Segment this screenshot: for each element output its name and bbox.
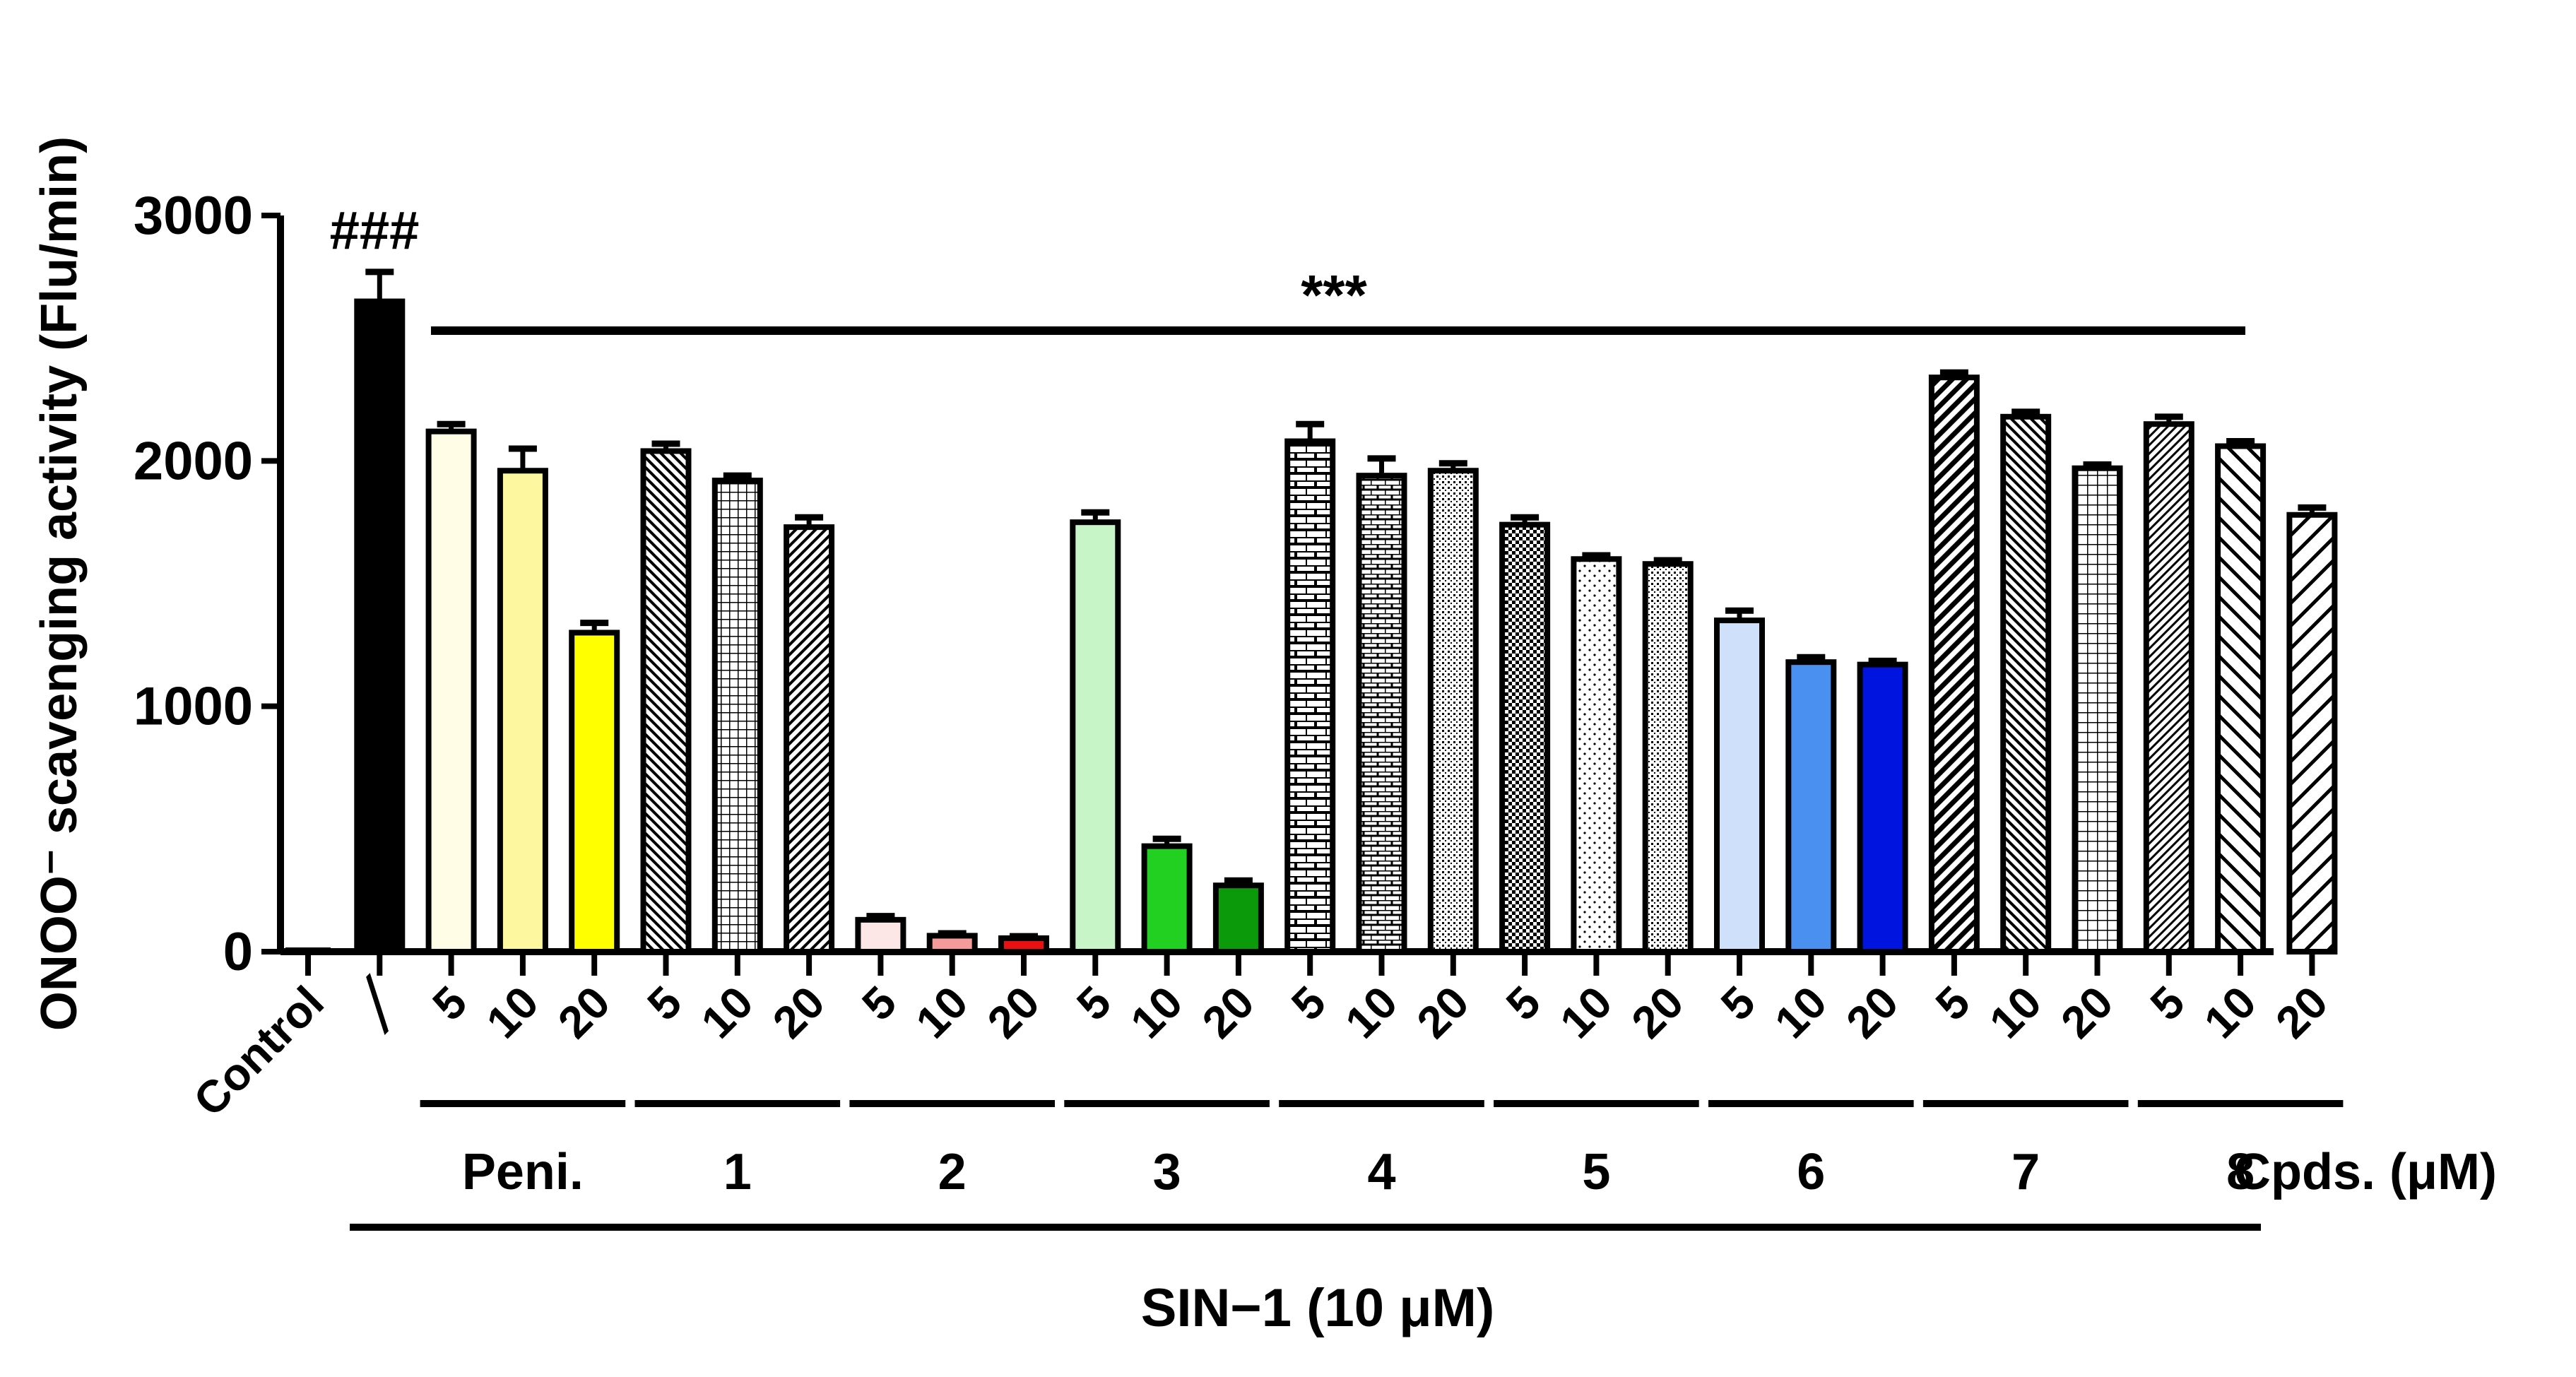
y-axis-title: ONOO⁻ scavenging activity (Flu/min) xyxy=(31,136,88,1031)
group-label: 4 xyxy=(1367,1144,1395,1200)
x-tick-label: 10 xyxy=(1121,976,1192,1048)
bar xyxy=(2000,413,2052,955)
group-label: 7 xyxy=(2011,1144,2040,1200)
y-tick-label: 3000 xyxy=(134,186,253,246)
bar xyxy=(1499,521,1551,955)
x-tick-label: 20 xyxy=(763,976,834,1048)
group-label: 6 xyxy=(1797,1144,1825,1200)
x-tick-label: 10 xyxy=(1765,976,1836,1048)
bar xyxy=(1212,882,1264,955)
bar xyxy=(1642,561,1694,955)
group-label: 8 xyxy=(2226,1144,2255,1200)
bar xyxy=(1857,661,1908,955)
bar xyxy=(1571,556,1622,955)
y-tick-label: 0 xyxy=(223,922,253,982)
bar xyxy=(2143,421,2194,955)
x-tick-label: 5 xyxy=(1711,976,1765,1030)
bar xyxy=(1070,519,1121,955)
x-tick-label: 20 xyxy=(1193,976,1264,1048)
x-tick-label: 5 xyxy=(1496,976,1550,1030)
bar xyxy=(640,448,692,955)
x-axis-title: SIN−1 (10 μM) xyxy=(1141,1278,1495,1338)
compound-axis-label: Cpds. (μM) xyxy=(2234,1144,2497,1200)
x-tick-label: 5 xyxy=(637,976,691,1030)
group-label: 3 xyxy=(1153,1144,1181,1200)
x-tick-label: 10 xyxy=(691,976,762,1048)
bar xyxy=(855,916,906,955)
x-ticks: Control ╱ 5 10 20 5 10 20 5 10 20 5 10 20 5 10 20 5 10 20 5 1… xyxy=(184,952,2337,1126)
bar xyxy=(784,524,835,955)
bar xyxy=(1785,659,1837,955)
x-tick-label: 5 xyxy=(1067,976,1121,1030)
compound-groups: Peni. 1 2 3 4 5 6 7 8 xyxy=(420,1100,2344,1200)
x-tick-label: 20 xyxy=(1407,976,1478,1048)
x-tick-label: 20 xyxy=(1621,976,1693,1048)
bar xyxy=(1141,843,1193,955)
bar xyxy=(926,933,978,955)
x-tick-label: Control xyxy=(184,976,333,1126)
group-label: 2 xyxy=(938,1144,967,1200)
bar xyxy=(2286,512,2338,955)
bar xyxy=(569,630,620,955)
x-tick-label: 10 xyxy=(906,976,977,1048)
bar xyxy=(1928,374,1980,955)
bar xyxy=(354,298,406,955)
bar xyxy=(425,428,477,955)
x-tick-label: 20 xyxy=(2051,976,2122,1048)
x-tick-label: 5 xyxy=(2141,976,2194,1030)
x-tick-label: 20 xyxy=(548,976,620,1048)
x-tick-label: 10 xyxy=(477,976,548,1048)
x-tick-label: 5 xyxy=(1926,976,1980,1030)
bar xyxy=(1427,468,1479,955)
x-tick-label: 10 xyxy=(1335,976,1407,1048)
y-tick-label: 1000 xyxy=(134,677,253,737)
significance-hash: ### xyxy=(330,201,420,261)
bar xyxy=(711,478,763,955)
group-label: 1 xyxy=(723,1144,752,1200)
x-tick-label: 20 xyxy=(1836,976,1908,1048)
x-tick-label: 10 xyxy=(1550,976,1621,1048)
bar xyxy=(1284,438,1336,955)
bar xyxy=(2072,465,2123,955)
bar xyxy=(497,468,548,955)
x-tick-label: 10 xyxy=(2194,976,2266,1048)
x-tick-label: 10 xyxy=(1980,976,2051,1048)
bar xyxy=(2215,443,2267,955)
x-tick-label: 20 xyxy=(2266,976,2337,1048)
x-tick-label: 5 xyxy=(423,976,476,1030)
x-tick-label: 5 xyxy=(852,976,906,1030)
group-label: Peni. xyxy=(462,1144,584,1200)
x-tick-label: 5 xyxy=(1282,976,1335,1030)
bar xyxy=(1356,473,1407,955)
x-tick-label: 20 xyxy=(978,976,1049,1048)
x-tick-label: ╱ xyxy=(345,973,408,1036)
y-tick-label: 2000 xyxy=(134,431,253,491)
significance-stars: *** xyxy=(1301,264,1367,326)
y-ticks: 0 1000 2000 3000 xyxy=(134,186,280,982)
bar xyxy=(1714,617,1765,955)
group-label: 5 xyxy=(1582,1144,1610,1200)
bar xyxy=(998,935,1049,955)
bars xyxy=(285,268,2338,955)
